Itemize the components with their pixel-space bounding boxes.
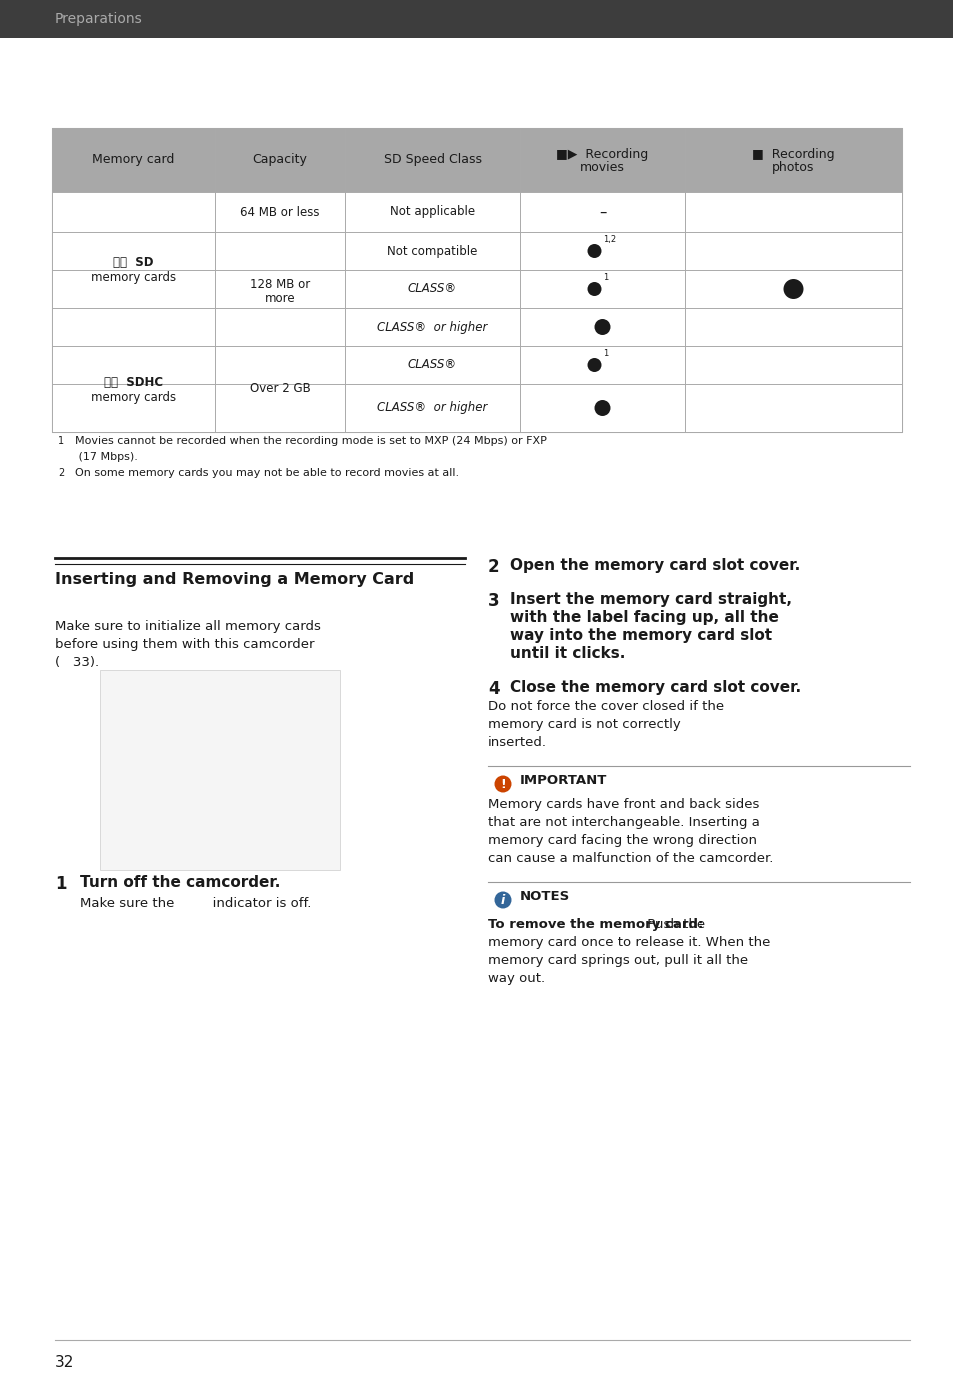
- Text: IMPORTANT: IMPORTANT: [519, 774, 607, 786]
- Text: Not applicable: Not applicable: [390, 205, 475, 218]
- Text: ■  Recording: ■ Recording: [751, 149, 834, 161]
- Text: Memory cards have front and back sides: Memory cards have front and back sides: [488, 798, 759, 811]
- Bar: [52, 128, 901, 192]
- Text: 32: 32: [55, 1356, 74, 1369]
- Text: 3: 3: [488, 592, 499, 610]
- Text: 128 MB or: 128 MB or: [250, 279, 310, 291]
- Text: 1: 1: [55, 876, 67, 894]
- Text: Insert the memory card straight,: Insert the memory card straight,: [510, 592, 791, 607]
- Text: Ⓢⓓ  SDHC: Ⓢⓓ SDHC: [104, 376, 163, 389]
- Text: way into the memory card slot: way into the memory card slot: [510, 627, 771, 643]
- Bar: [52, 128, 901, 432]
- Text: SD Speed Class: SD Speed Class: [383, 153, 481, 167]
- Circle shape: [594, 319, 610, 335]
- Text: photos: photos: [772, 161, 814, 175]
- Text: CLASS®  or higher: CLASS® or higher: [377, 320, 487, 334]
- Text: 1: 1: [603, 349, 608, 359]
- Text: 1: 1: [603, 273, 608, 281]
- Text: (17 Mbps).: (17 Mbps).: [68, 452, 138, 462]
- Text: Movies cannot be recorded when the recording mode is set to MXP (24 Mbps) or FXP: Movies cannot be recorded when the recor…: [68, 436, 546, 445]
- Text: way out.: way out.: [488, 972, 544, 985]
- Text: Ⓢⓓ  SD: Ⓢⓓ SD: [113, 256, 153, 269]
- Text: with the label facing up, all the: with the label facing up, all the: [510, 610, 778, 625]
- Text: before using them with this camcorder: before using them with this camcorder: [55, 638, 314, 651]
- Text: inserted.: inserted.: [488, 736, 546, 749]
- Text: Capacity: Capacity: [253, 153, 307, 167]
- Circle shape: [587, 281, 601, 296]
- Bar: [0, 0, 953, 39]
- Circle shape: [782, 279, 802, 299]
- Text: 4: 4: [488, 680, 499, 698]
- Text: NOTES: NOTES: [519, 889, 570, 902]
- Text: 64 MB or less: 64 MB or less: [240, 205, 319, 218]
- Text: 2: 2: [58, 467, 64, 479]
- Circle shape: [587, 244, 601, 258]
- Bar: [52, 192, 901, 432]
- Text: memory cards: memory cards: [91, 390, 176, 404]
- Text: On some memory cards you may not be able to record movies at all.: On some memory cards you may not be able…: [68, 467, 458, 479]
- Text: Over 2 GB: Over 2 GB: [250, 382, 310, 396]
- Text: ■▶  Recording: ■▶ Recording: [556, 149, 648, 161]
- Text: until it clicks.: until it clicks.: [510, 645, 625, 661]
- Text: –: –: [598, 204, 605, 219]
- Text: Turn off the camcorder.: Turn off the camcorder.: [80, 876, 280, 889]
- Text: CLASS®: CLASS®: [408, 359, 456, 371]
- Text: memory card springs out, pull it all the: memory card springs out, pull it all the: [488, 954, 747, 967]
- Text: i: i: [500, 894, 504, 906]
- Text: Do not force the cover closed if the: Do not force the cover closed if the: [488, 701, 723, 713]
- Circle shape: [594, 400, 610, 416]
- Text: that are not interchangeable. Inserting a: that are not interchangeable. Inserting …: [488, 816, 760, 829]
- Text: CLASS®: CLASS®: [408, 283, 456, 295]
- Text: Preparations: Preparations: [55, 12, 143, 26]
- Text: Open the memory card slot cover.: Open the memory card slot cover.: [510, 558, 800, 574]
- Text: !: !: [499, 778, 505, 790]
- Text: memory card facing the wrong direction: memory card facing the wrong direction: [488, 834, 757, 847]
- Text: Not compatible: Not compatible: [387, 244, 477, 258]
- Text: Close the memory card slot cover.: Close the memory card slot cover.: [510, 680, 801, 695]
- Circle shape: [587, 359, 601, 372]
- Text: memory card is not correctly: memory card is not correctly: [488, 718, 680, 731]
- Text: Make sure to initialize all memory cards: Make sure to initialize all memory cards: [55, 621, 320, 633]
- Text: Memory card: Memory card: [92, 153, 174, 167]
- Text: 2: 2: [488, 558, 499, 576]
- Text: 1,2: 1,2: [603, 234, 616, 244]
- Text: can cause a malfunction of the camcorder.: can cause a malfunction of the camcorder…: [488, 852, 773, 865]
- Text: movies: movies: [579, 161, 624, 175]
- Bar: [100, 670, 339, 870]
- Circle shape: [494, 775, 511, 793]
- Text: Inserting and Removing a Memory Card: Inserting and Removing a Memory Card: [55, 572, 414, 587]
- Text: (   33).: ( 33).: [55, 656, 99, 669]
- Text: 1: 1: [58, 436, 64, 445]
- Text: more: more: [264, 292, 295, 306]
- Text: To remove the memory card:: To remove the memory card:: [488, 918, 702, 931]
- Text: Make sure the         indicator is off.: Make sure the indicator is off.: [80, 896, 311, 910]
- Circle shape: [494, 891, 511, 909]
- Text: memory cards: memory cards: [91, 270, 176, 284]
- Text: memory card once to release it. When the: memory card once to release it. When the: [488, 936, 770, 949]
- Text: CLASS®  or higher: CLASS® or higher: [377, 401, 487, 415]
- Text: Push the: Push the: [642, 918, 704, 931]
